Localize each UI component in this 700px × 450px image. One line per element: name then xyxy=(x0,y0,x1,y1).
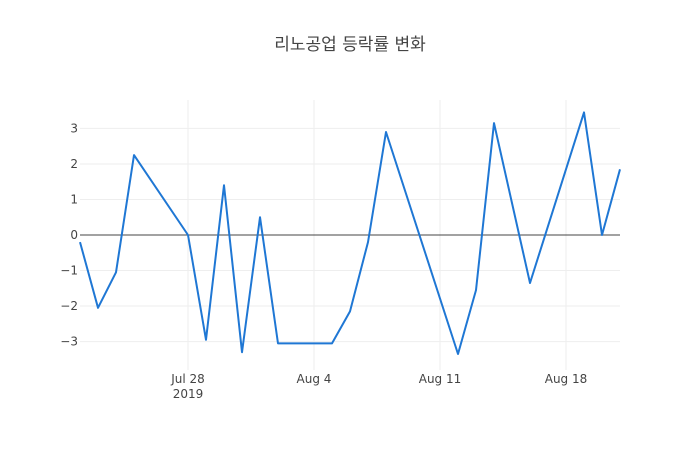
series-line xyxy=(79,111,621,355)
x-axis: Jul 28 Aug 4 Aug 11 Aug 18 2019 xyxy=(170,372,587,401)
chart-title: 리노공업 등락률 변화 xyxy=(274,35,426,55)
x-tick-label: Aug 4 xyxy=(297,372,332,386)
y-tick-label: −1 xyxy=(60,264,78,278)
y-tick-label: 0 xyxy=(70,228,78,242)
y-tick-label: 3 xyxy=(70,121,78,135)
x-tick-label: Aug 18 xyxy=(545,372,588,386)
y-tick-label: −2 xyxy=(60,299,78,313)
series-layer xyxy=(79,111,621,355)
y-tick-label: 1 xyxy=(70,192,78,206)
grid xyxy=(80,100,620,370)
x-tick-year-label: 2019 xyxy=(173,387,204,401)
x-tick-label: Aug 11 xyxy=(419,372,462,386)
y-axis: 3 2 1 0 −1 −2 −3 xyxy=(60,121,78,348)
y-tick-label: 2 xyxy=(70,157,78,171)
x-tick-label: Jul 28 xyxy=(170,372,205,386)
y-tick-label: −3 xyxy=(60,335,78,349)
